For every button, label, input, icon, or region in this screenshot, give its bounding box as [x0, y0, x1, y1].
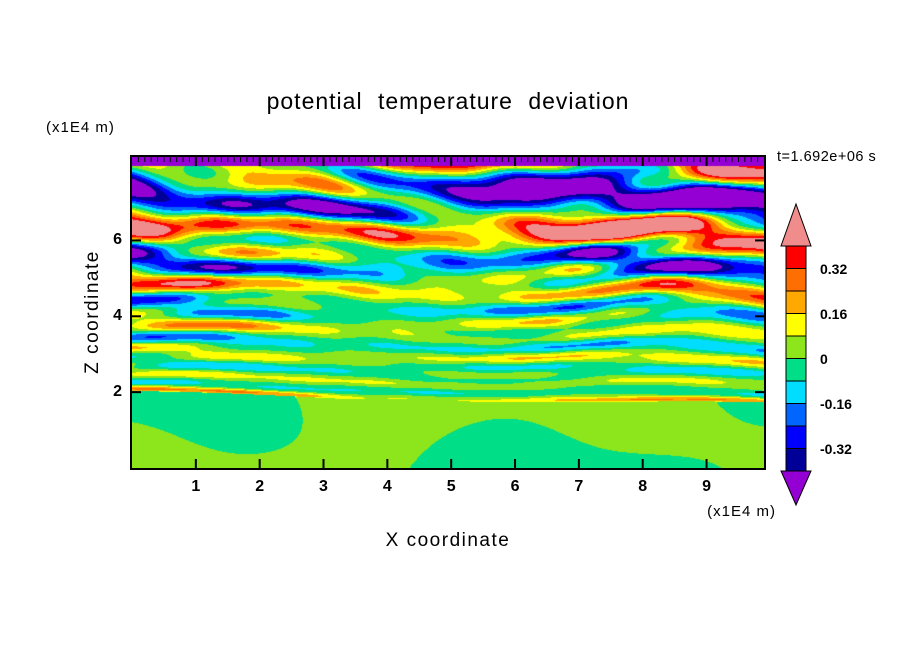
colorbar-label: -0.32 [820, 440, 852, 457]
x-axis-units: (x1E4 m) [707, 503, 776, 520]
z-tick-label: 2 [113, 383, 122, 401]
chart-title: potential temperature deviation [266, 88, 630, 114]
z-axis-units: (x1E4 m) [46, 119, 115, 136]
colorbar: 0.32 0.16 0 -0.16 -0.32 [780, 196, 904, 518]
colorbar-label: 0.16 [820, 305, 848, 322]
x-tick-label: 5 [446, 478, 456, 495]
colorbar-swatches [780, 202, 812, 507]
x-tick-label: 2 [255, 478, 265, 495]
x-axis-label: X coordinate [385, 530, 511, 551]
x-tick-label: 8 [638, 478, 648, 495]
x-tick-label: 4 [382, 478, 392, 495]
z-tick-labels: 2 4 6 [84, 157, 122, 468]
colorbar-label: 0.32 [820, 260, 848, 277]
x-tick-label: 1 [191, 478, 201, 495]
z-tick-label: 6 [113, 231, 122, 249]
x-tick-label: 6 [510, 478, 520, 495]
x-tick-label: 7 [574, 478, 584, 495]
x-tick-labels: 1 2 3 4 5 6 7 8 9 [132, 478, 764, 500]
x-tick-label: 9 [702, 478, 711, 495]
time-label: t=1.692e+06 s [777, 149, 877, 165]
colorbar-label: -0.16 [820, 395, 852, 412]
plot-area [130, 155, 766, 470]
colorbar-label: 0 [820, 350, 828, 367]
heatmap-canvas [132, 157, 764, 468]
z-tick-label: 4 [113, 307, 122, 325]
x-tick-label: 3 [319, 478, 328, 495]
